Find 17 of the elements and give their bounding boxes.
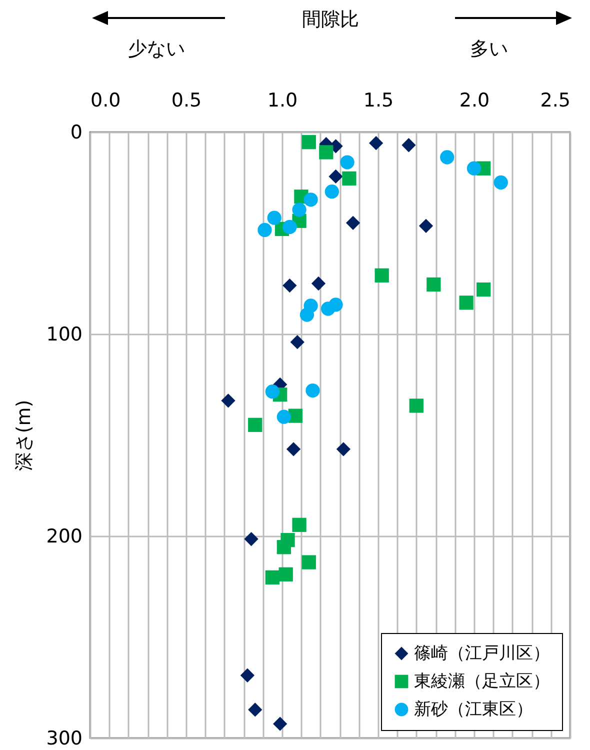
y-tick-label: 100 [46,324,82,346]
x-tick-label: 2.5 [540,90,570,112]
legend-label: 篠崎（江戸川区） [414,644,550,664]
x-tick-label: 0.0 [90,90,121,112]
x-axis-title: 間隙比 [302,8,359,30]
text: 少ない [128,37,185,62]
y-tick-label: 300 [46,728,82,750]
y-axis-title: 深さ(m) [13,400,36,472]
y-tick-label: 0 [70,122,82,144]
legend-label: 新砂（江東区） [414,700,533,720]
legend-label: 東綾瀬（足立区） [414,672,550,692]
x-tick-label: 1.0 [267,90,298,112]
y-tick-label: 200 [46,526,82,548]
x-tick-label: 2.0 [459,90,490,112]
text: 多い [470,37,508,62]
x-tick-label: 1.5 [363,90,394,112]
x-tick-label: 0.5 [171,90,202,112]
